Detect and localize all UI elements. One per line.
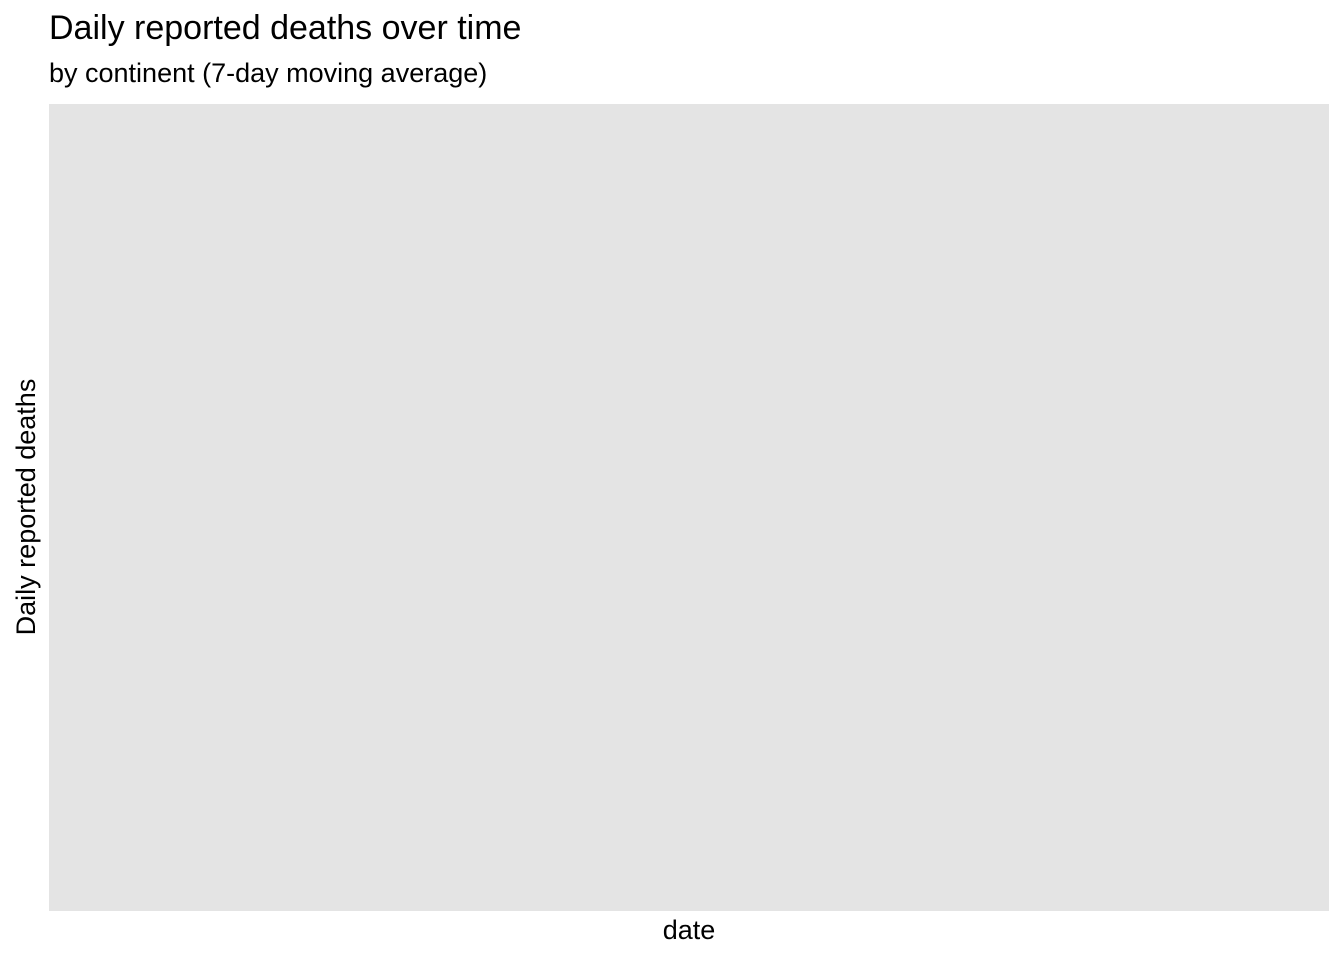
y-axis-label: Daily reported deaths — [11, 378, 41, 636]
chart-title: Daily reported deaths over time — [49, 9, 522, 47]
chart-subtitle: by continent (7-day moving average) — [49, 58, 488, 88]
plot-panel — [49, 104, 1329, 911]
plot-area — [49, 104, 1329, 911]
x-axis-label: date — [662, 915, 716, 945]
